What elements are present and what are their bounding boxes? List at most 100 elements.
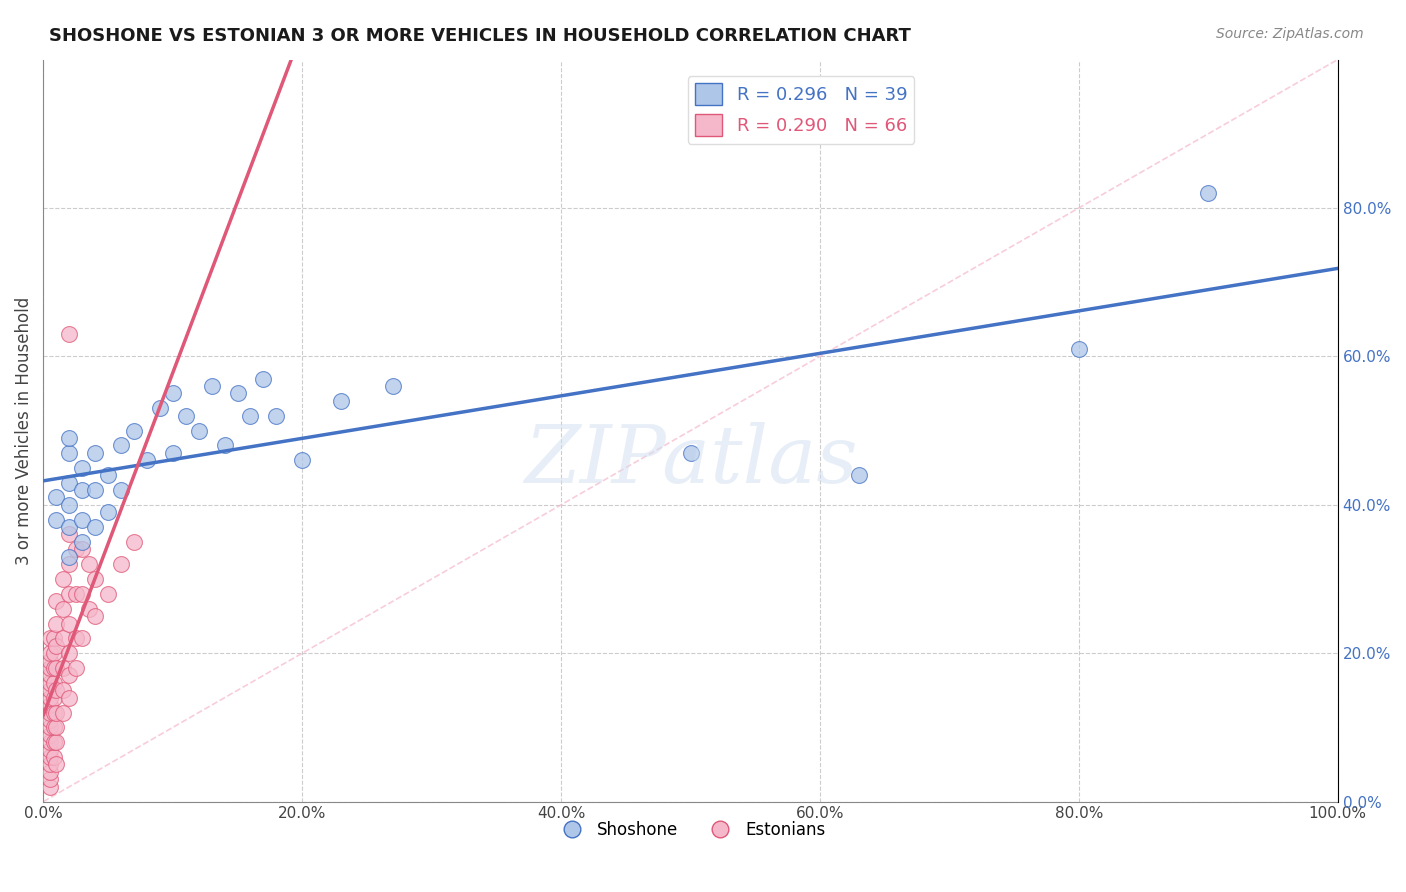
- Y-axis label: 3 or more Vehicles in Household: 3 or more Vehicles in Household: [15, 296, 32, 565]
- Point: [42, 646, 65, 660]
- Point: [45, 639, 67, 653]
- Point: [52, 661, 75, 675]
- Point: [77, 557, 100, 571]
- Point: [58, 668, 80, 682]
- Point: [58, 557, 80, 571]
- Point: [70, 632, 93, 646]
- Point: [38, 780, 60, 794]
- Point: [45, 513, 67, 527]
- Point: [110, 483, 132, 497]
- Point: [252, 371, 274, 385]
- Point: [848, 468, 870, 483]
- Point: [45, 616, 67, 631]
- Point: [84, 572, 107, 586]
- Point: [38, 713, 60, 727]
- Point: [65, 542, 87, 557]
- Point: [97, 468, 120, 483]
- Point: [58, 475, 80, 490]
- Point: [42, 661, 65, 675]
- Point: [45, 661, 67, 675]
- Point: [149, 401, 172, 416]
- Text: Source: ZipAtlas.com: Source: ZipAtlas.com: [1216, 27, 1364, 41]
- Point: [52, 601, 75, 615]
- Point: [679, 446, 702, 460]
- Point: [187, 424, 209, 438]
- Point: [38, 698, 60, 712]
- Point: [84, 483, 107, 497]
- Point: [201, 379, 224, 393]
- Point: [42, 632, 65, 646]
- Point: [1197, 186, 1219, 201]
- Point: [52, 572, 75, 586]
- Point: [330, 393, 353, 408]
- Point: [136, 453, 159, 467]
- Point: [38, 654, 60, 668]
- Point: [1067, 342, 1090, 356]
- Point: [52, 683, 75, 698]
- Legend: Shoshone, Estonians: Shoshone, Estonians: [548, 814, 832, 846]
- Point: [162, 386, 184, 401]
- Point: [38, 750, 60, 764]
- Point: [65, 632, 87, 646]
- Point: [38, 668, 60, 682]
- Point: [45, 720, 67, 734]
- Point: [97, 505, 120, 519]
- Point: [38, 772, 60, 787]
- Point: [65, 661, 87, 675]
- Point: [70, 513, 93, 527]
- Point: [70, 460, 93, 475]
- Point: [38, 728, 60, 742]
- Point: [58, 327, 80, 342]
- Point: [42, 676, 65, 690]
- Point: [42, 706, 65, 720]
- Point: [214, 438, 236, 452]
- Point: [58, 549, 80, 564]
- Point: [70, 542, 93, 557]
- Point: [45, 683, 67, 698]
- Point: [84, 609, 107, 624]
- Point: [45, 706, 67, 720]
- Text: SHOSHONE VS ESTONIAN 3 OR MORE VEHICLES IN HOUSEHOLD CORRELATION CHART: SHOSHONE VS ESTONIAN 3 OR MORE VEHICLES …: [49, 27, 911, 45]
- Point: [291, 453, 314, 467]
- Point: [38, 735, 60, 749]
- Point: [42, 720, 65, 734]
- Point: [110, 438, 132, 452]
- Point: [38, 661, 60, 675]
- Point: [58, 646, 80, 660]
- Point: [42, 750, 65, 764]
- Point: [84, 446, 107, 460]
- Point: [58, 446, 80, 460]
- Point: [162, 446, 184, 460]
- Point: [122, 534, 145, 549]
- Point: [38, 683, 60, 698]
- Point: [84, 520, 107, 534]
- Point: [58, 587, 80, 601]
- Point: [45, 735, 67, 749]
- Point: [266, 409, 288, 423]
- Point: [58, 616, 80, 631]
- Point: [38, 632, 60, 646]
- Point: [38, 742, 60, 756]
- Point: [58, 520, 80, 534]
- Point: [70, 483, 93, 497]
- Point: [52, 706, 75, 720]
- Point: [110, 557, 132, 571]
- Point: [38, 676, 60, 690]
- Point: [226, 386, 249, 401]
- Point: [122, 424, 145, 438]
- Point: [174, 409, 197, 423]
- Point: [58, 498, 80, 512]
- Point: [239, 409, 262, 423]
- Text: ZIPatlas: ZIPatlas: [524, 422, 858, 499]
- Point: [45, 491, 67, 505]
- Point: [42, 735, 65, 749]
- Point: [77, 601, 100, 615]
- Point: [38, 757, 60, 772]
- Point: [45, 594, 67, 608]
- Point: [58, 431, 80, 445]
- Point: [42, 690, 65, 705]
- Point: [381, 379, 404, 393]
- Point: [58, 690, 80, 705]
- Point: [52, 632, 75, 646]
- Point: [38, 646, 60, 660]
